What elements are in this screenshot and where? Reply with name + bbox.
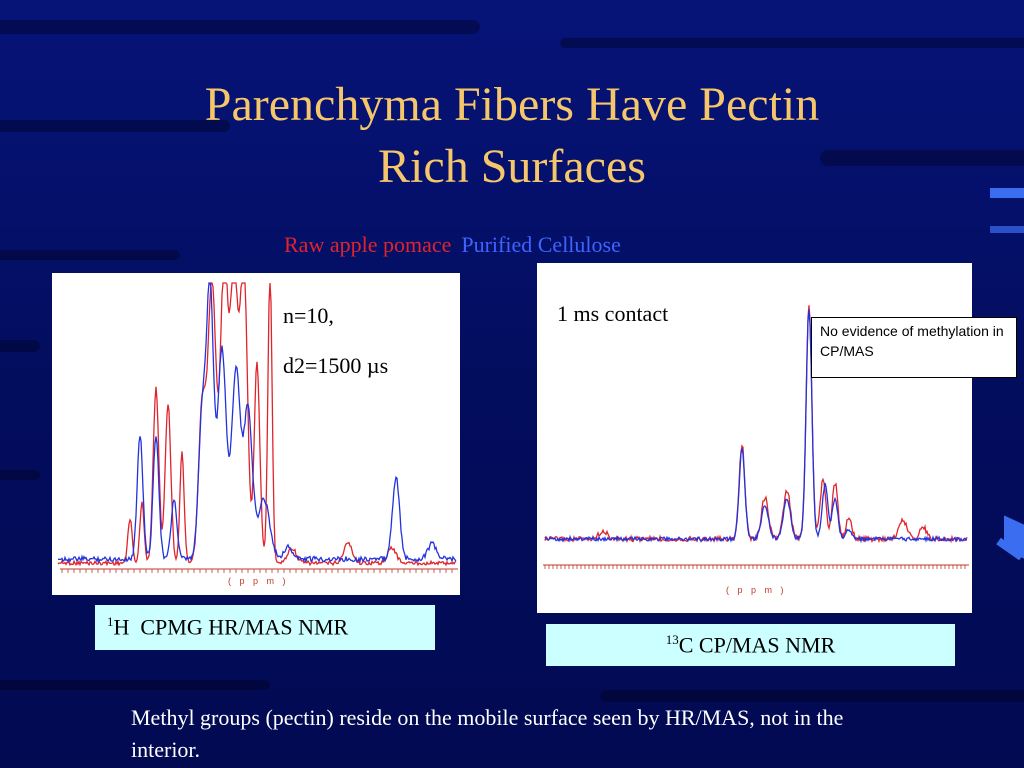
legend-raw-apple-pomace: Raw apple pomace [284,232,452,257]
legend-purified-cellulose: Purified Cellulose [461,232,621,257]
methylation-note: No evidence of methylation in CP/MAS [811,317,1017,378]
c-caption-text: C CP/MAS NMR [678,632,836,658]
h-param-d2: d2=1500 µs [283,353,389,378]
background-streak [0,340,40,352]
c-nmr-spectrum-panel: 1 ms contact ( p p m ) [537,263,972,613]
background-streak [0,680,270,690]
h-caption-text: H CPMG HR/MAS NMR [113,614,349,640]
title-line-2: Rich Surfaces [378,140,646,193]
background-streak [0,250,180,260]
c-caption-isotope: 13 [665,632,679,647]
background-streak [0,120,230,132]
h-nmr-spectrum [57,282,458,573]
c-spectrum-purified-cellulose [544,309,968,544]
h-spectrum-purified-cellulose [58,282,457,564]
h-ppm-axis-label: ( p p m ) [228,576,289,586]
c-nmr-spectrum [543,305,969,569]
decorative-bar [990,226,1024,233]
h-ppm-ticks [61,569,453,573]
h-spectrum-raw-apple-pomace [57,282,457,567]
legend: Raw apple pomace Purified Cellulose [284,232,621,258]
background-streak [820,150,1024,166]
footnote: Methyl groups (pectin) reside on the mob… [131,705,844,762]
background-streak [0,20,480,34]
c-ppm-axis-label: ( p p m ) [726,585,787,595]
h-caption-isotope: 1 [107,614,114,629]
slide-title: Parenchyma Fibers Have Pectin Rich Surfa… [100,74,924,198]
c-ppm-ticks [544,565,966,569]
background-streak [600,690,1024,702]
decorative-bar [990,188,1024,198]
c-contact-time: 1 ms contact [557,301,669,326]
background-streak [0,470,40,480]
h-caption: 1H CPMG HR/MAS NMR [95,605,435,650]
h-nmr-spectrum-panel: n=10, d2=1500 µs ( p p m ) [52,273,460,595]
h-param-n: n=10, [283,303,334,328]
c-caption: 13C CP/MAS NMR [546,624,955,666]
background-streak [560,38,1024,48]
title-line-1: Parenchyma Fibers Have Pectin [204,78,820,131]
